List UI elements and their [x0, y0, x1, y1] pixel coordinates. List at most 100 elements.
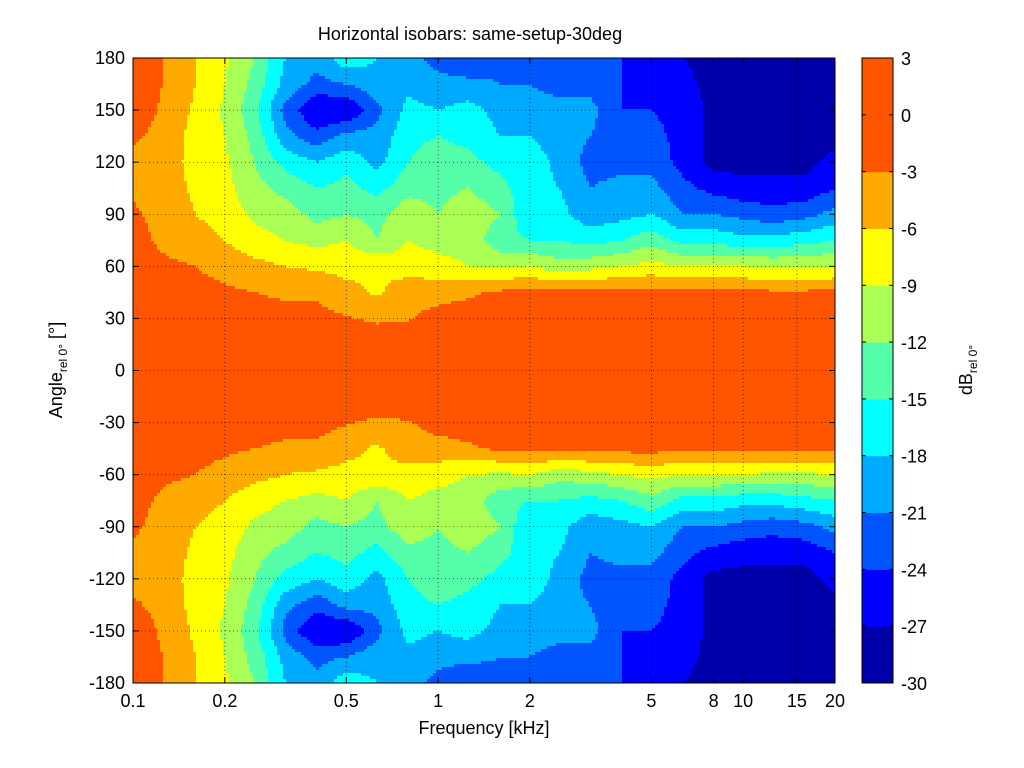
heatmap-cell — [133, 466, 206, 470]
heatmap-cell — [265, 79, 281, 83]
heatmap-cell — [748, 277, 833, 281]
heatmap-cell — [655, 508, 725, 512]
heatmap-cell — [316, 160, 320, 164]
heatmap-cell — [289, 127, 317, 131]
heatmap-cell — [721, 568, 812, 572]
heatmap-cell — [505, 559, 554, 563]
heatmap-cell — [595, 127, 665, 131]
heatmap-cell — [133, 637, 158, 641]
heatmap-cell — [421, 427, 836, 431]
heatmap-cell — [595, 634, 623, 638]
heatmap-cell — [340, 241, 350, 245]
heatmap-cell — [373, 643, 557, 647]
heatmap-cell — [364, 286, 386, 290]
heatmap-cell — [331, 79, 494, 83]
heatmap-cell — [133, 289, 248, 293]
heatmap-cell — [244, 649, 263, 653]
heatmap-cell — [622, 88, 701, 92]
heatmap-cell — [184, 592, 227, 596]
heatmap-cell — [700, 94, 836, 98]
heatmap-cell — [196, 667, 227, 671]
heatmap-cell — [226, 151, 251, 155]
heatmap-cell — [190, 637, 221, 641]
heatmap-cell — [220, 631, 242, 635]
heatmap-cell — [244, 115, 260, 119]
heatmap-cell — [484, 235, 524, 239]
heatmap-cell — [208, 514, 260, 518]
heatmap-cell — [481, 541, 515, 545]
heatmap-cell — [241, 625, 260, 629]
heatmap-cell — [268, 589, 290, 593]
heatmap-cell — [316, 127, 320, 131]
heatmap-cell — [622, 667, 695, 671]
heatmap-cell — [622, 94, 701, 98]
heatmap-cell — [436, 136, 443, 140]
heatmap-cell — [406, 241, 413, 245]
heatmap-cell — [706, 190, 830, 194]
heatmap-cell — [421, 145, 464, 149]
heatmap-cell — [184, 142, 227, 146]
heatmap-cell — [184, 559, 233, 563]
heatmap-cell — [451, 256, 554, 260]
heatmap-cell — [133, 115, 155, 119]
heatmap-cell — [448, 436, 836, 440]
heatmap-cell — [133, 334, 836, 338]
heatmap-cell — [262, 610, 275, 614]
heatmap-cell — [652, 109, 704, 113]
heatmap-cell — [133, 160, 182, 164]
heatmap-cell — [160, 88, 194, 92]
heatmap-cell — [790, 232, 836, 236]
heatmap-cell — [658, 184, 695, 188]
colorbar-tick-label: -30 — [901, 674, 927, 694]
heatmap-cell — [409, 577, 485, 581]
heatmap-cell — [670, 592, 704, 596]
heatmap-cell — [133, 112, 158, 116]
heatmap-cell — [379, 322, 836, 326]
heatmap-cell — [133, 481, 173, 485]
heatmap-cell — [313, 553, 323, 557]
heatmap-cell — [703, 100, 836, 104]
heatmap-cell — [412, 421, 836, 425]
heatmap-cell — [586, 598, 668, 602]
heatmap-cell — [133, 265, 197, 269]
heatmap-cell — [514, 532, 569, 536]
heatmap-cell — [133, 280, 221, 284]
heatmap-cell — [196, 472, 293, 476]
heatmap-cell — [133, 223, 149, 227]
heatmap-cell — [670, 583, 704, 587]
heatmap-cell — [700, 643, 836, 647]
heatmap-cell — [133, 226, 149, 230]
heatmap-cell — [469, 550, 512, 554]
heatmap-cell — [235, 550, 272, 554]
heatmap-cell — [223, 85, 248, 89]
heatmap-cell — [196, 70, 227, 74]
heatmap-cell — [808, 289, 836, 293]
heatmap-cell — [676, 226, 824, 230]
heatmap-cell — [241, 205, 296, 209]
heatmap-cell — [235, 247, 356, 251]
heatmap-cell — [145, 217, 200, 221]
heatmap-cell — [163, 676, 197, 680]
heatmap-cell — [697, 82, 836, 86]
heatmap-cell — [310, 124, 329, 128]
heatmap-cell — [250, 148, 269, 152]
heatmap-cell — [223, 94, 245, 98]
heatmap-cell — [133, 490, 161, 494]
heatmap-cell — [283, 115, 305, 119]
heatmap-cell — [271, 106, 284, 110]
heatmap-cell — [265, 76, 281, 80]
heatmap-cell — [664, 607, 704, 611]
heatmap-cell — [133, 178, 185, 182]
heatmap-cell — [703, 619, 836, 623]
heatmap-cell — [583, 568, 680, 572]
heatmap-cell — [196, 676, 230, 680]
heatmap-cell — [379, 571, 404, 575]
heatmap-cell — [655, 178, 686, 182]
heatmap-cell — [406, 640, 416, 644]
heatmap-cell — [280, 502, 377, 506]
heatmap-cell — [133, 625, 155, 629]
heatmap-cell — [364, 517, 386, 521]
heatmap-cell — [229, 583, 254, 587]
heatmap-cell — [220, 625, 242, 629]
heatmap-cell — [190, 199, 239, 203]
